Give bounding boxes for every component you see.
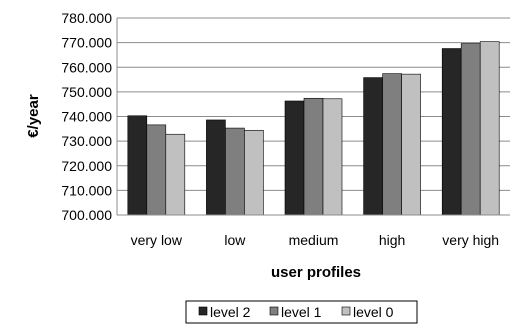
y-tick-label: 710.000 bbox=[61, 182, 112, 198]
bar-level-1-medium bbox=[303, 97, 324, 216]
legend-frame bbox=[185, 300, 418, 324]
y-tick-label: 780.000 bbox=[61, 10, 112, 26]
bar-level-0-low bbox=[244, 129, 264, 216]
legend-label: level 2 bbox=[210, 304, 251, 320]
x-tick-label: very high bbox=[442, 232, 499, 248]
bar-level-0-medium bbox=[322, 98, 343, 216]
bar-level-1-very-high bbox=[460, 43, 481, 216]
bar-level-1-very-low bbox=[146, 124, 167, 216]
bar-level-2-very-low bbox=[127, 115, 148, 216]
y-tick-label: 750.000 bbox=[61, 84, 112, 100]
y-tick-labels: 700.000 710.000 720.000 730.000 740.000 750.0… bbox=[61, 10, 112, 223]
x-tick-label: very low bbox=[131, 232, 183, 248]
bar-level-0-very-low bbox=[165, 133, 186, 216]
y-tick-label: 700.000 bbox=[61, 207, 112, 223]
y-tick-label: 730.000 bbox=[61, 133, 112, 149]
bar-level-2-medium bbox=[284, 100, 305, 216]
bar-level-2-high bbox=[363, 77, 383, 216]
axes bbox=[116, 18, 510, 216]
bar-level-1-low bbox=[225, 127, 245, 216]
legend-label: level 0 bbox=[353, 304, 394, 320]
bar-level-2-low bbox=[206, 119, 226, 216]
legend: level 2 level 1 level 0 bbox=[185, 300, 418, 324]
y-tick-label: 720.000 bbox=[61, 158, 112, 174]
x-tick-labels: very low low medium high very high bbox=[131, 232, 499, 248]
legend-label: level 1 bbox=[281, 304, 322, 320]
y-tick-label: 740.000 bbox=[61, 109, 112, 125]
x-tick-label: low bbox=[224, 232, 246, 248]
x-tick-label: high bbox=[379, 232, 405, 248]
bar-level-0-high bbox=[401, 73, 421, 216]
bar-level-0-very-high bbox=[479, 41, 500, 216]
x-tick-label: medium bbox=[289, 232, 339, 248]
legend-swatch-level-1 bbox=[269, 306, 279, 316]
bar-level-1-high bbox=[382, 73, 402, 216]
legend-swatch-level-0 bbox=[341, 306, 351, 316]
x-axis-title: user profiles bbox=[271, 264, 361, 281]
y-tick-label: 760.000 bbox=[61, 59, 112, 75]
bar-level-2-very-high bbox=[441, 48, 462, 216]
legend-swatch-level-2 bbox=[198, 306, 208, 316]
y-axis-title: €/year bbox=[25, 94, 42, 138]
y-tick-label: 770.000 bbox=[61, 35, 112, 51]
